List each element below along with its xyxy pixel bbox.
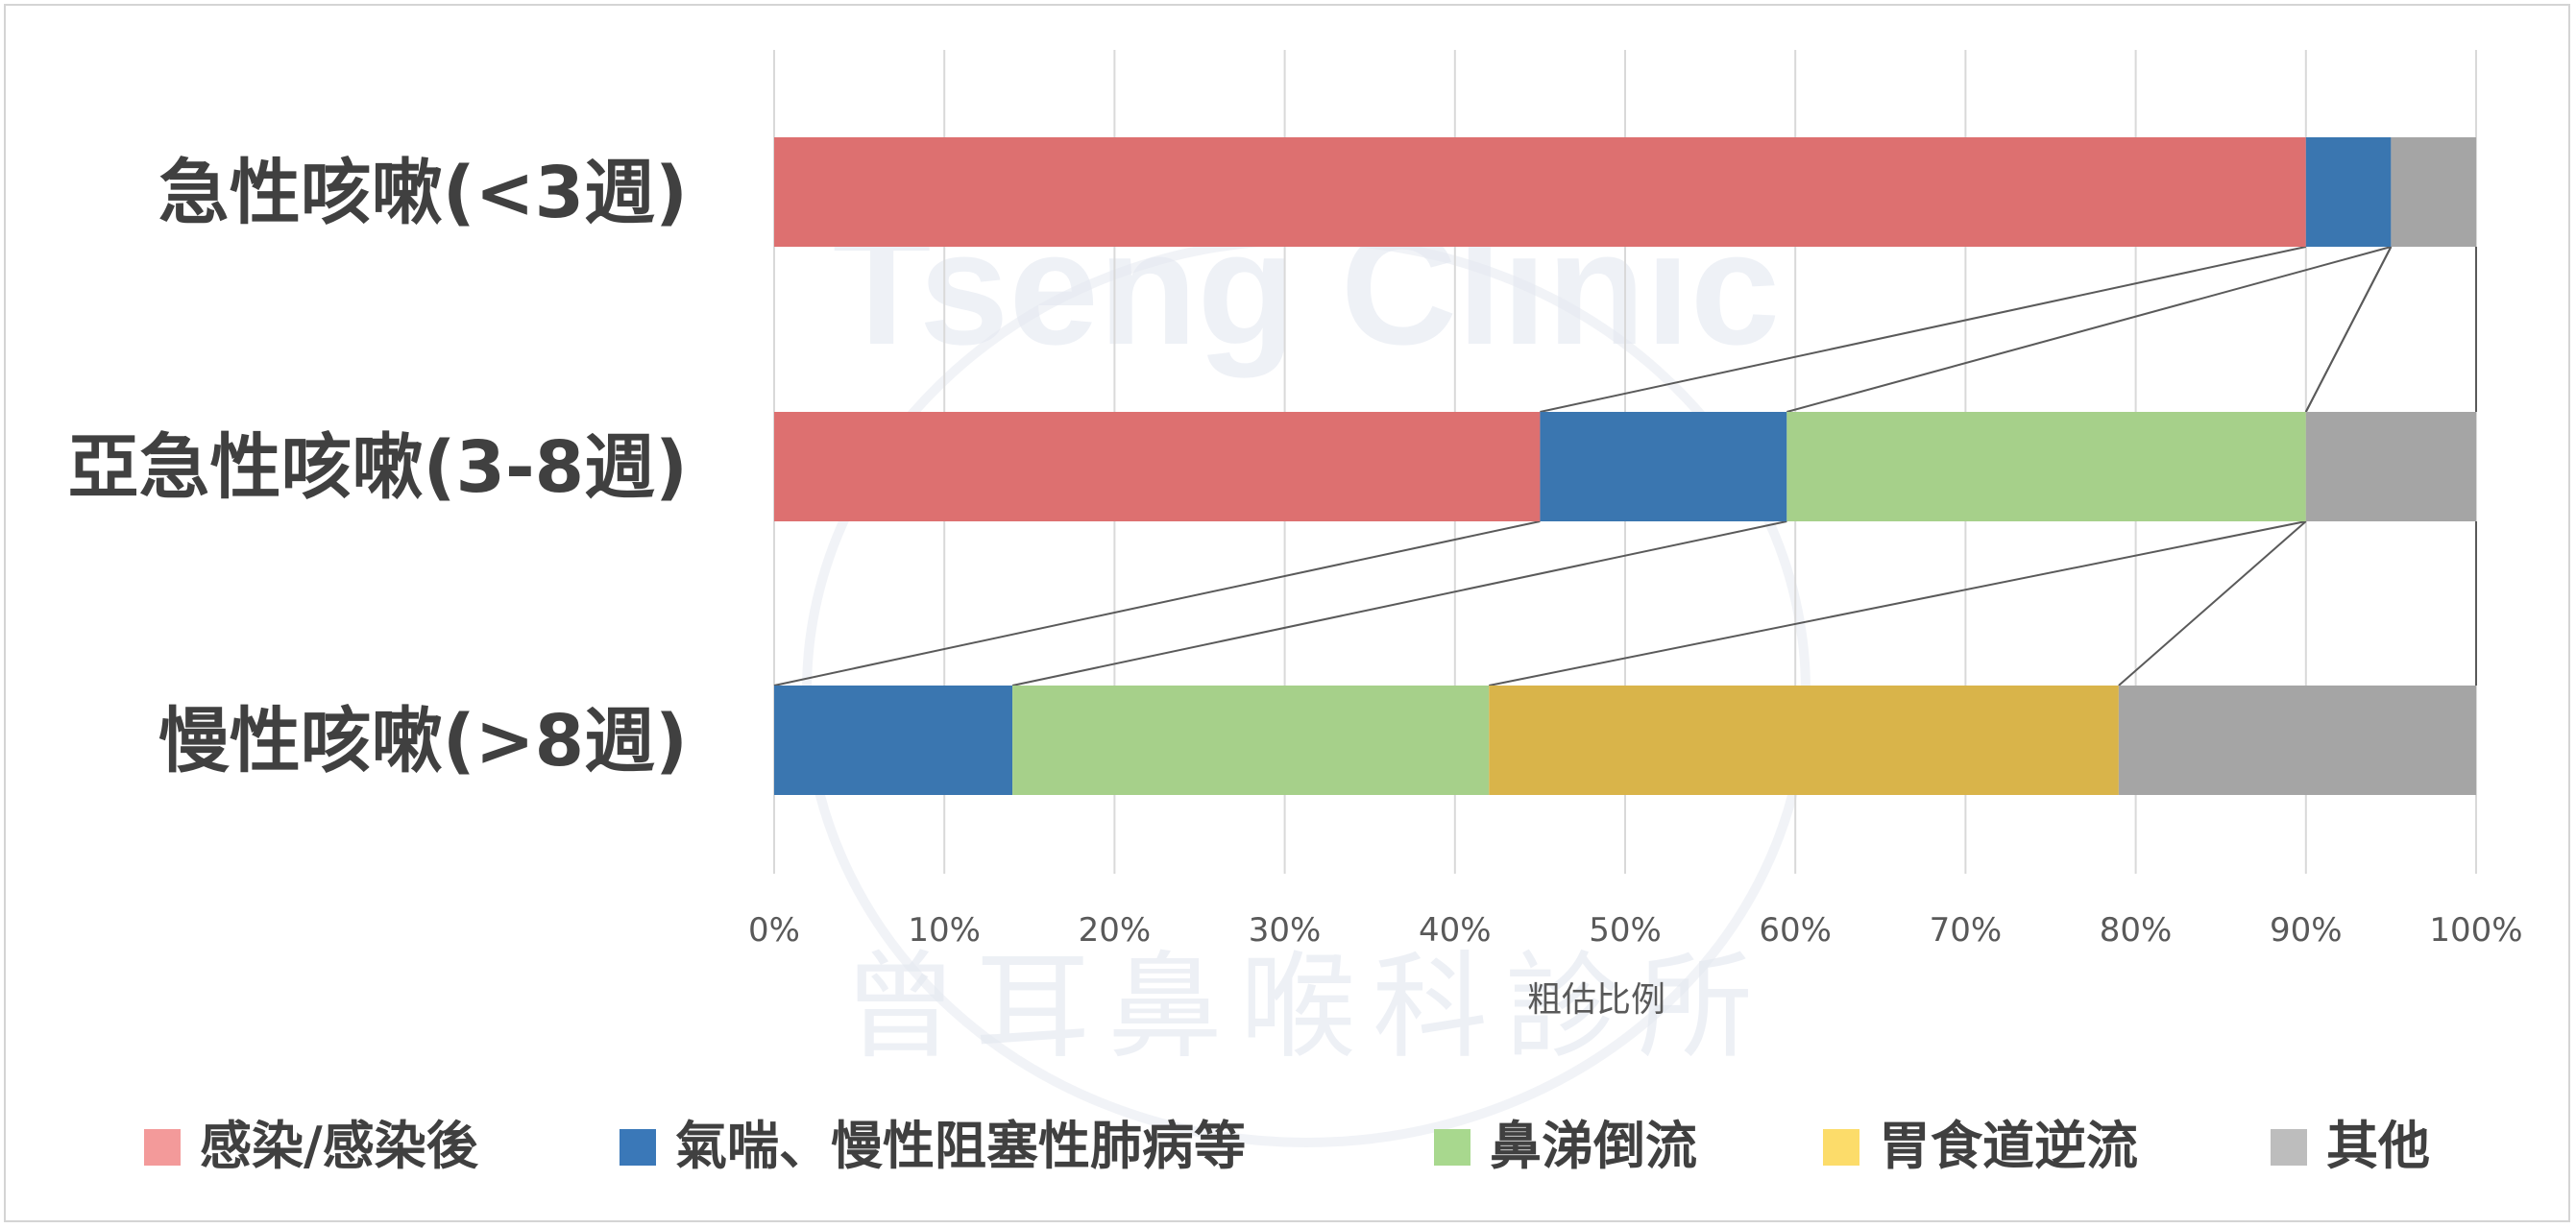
x-tick-label: 20%	[1079, 911, 1152, 950]
legend-label: 氣喘、慢性阻塞性肺病等	[675, 1116, 1246, 1176]
legend-item: 氣喘、慢性阻塞性肺病等	[620, 1116, 1246, 1176]
x-tick-label: 90%	[2270, 911, 2343, 950]
bar-segment	[2305, 412, 2476, 521]
legend-swatch	[2271, 1129, 2307, 1166]
legend-item: 鼻涕倒流	[1434, 1116, 1697, 1176]
category-label: 急性咳嗽(<3週)	[158, 152, 688, 234]
legend-swatch	[144, 1129, 181, 1166]
bar-segment	[2391, 137, 2476, 247]
x-tick-label: 60%	[1759, 911, 1832, 950]
series-line	[1540, 246, 2307, 413]
x-tick-label: 40%	[1419, 911, 1492, 950]
legend-swatch	[620, 1129, 656, 1166]
bar-segment	[2118, 686, 2476, 795]
legend-label: 其他	[2326, 1116, 2430, 1176]
category-label: 亞急性咳嗽(3-8週)	[68, 426, 688, 509]
series-line	[2118, 520, 2307, 686]
bar-segment	[774, 412, 1541, 521]
series-line	[1489, 520, 2306, 686]
legend-item: 其他	[2271, 1116, 2430, 1176]
legend-item: 感染/感染後	[144, 1116, 479, 1176]
category-label: 慢性咳嗽(>8週)	[158, 700, 688, 783]
bar-segment	[774, 686, 1013, 795]
bar-segment	[2305, 137, 2392, 247]
x-axis-label: 粗估比例	[1527, 980, 1665, 1020]
bar-segment	[1540, 412, 1787, 521]
x-tick-label: 80%	[2100, 911, 2173, 950]
bar-segment	[1489, 686, 2119, 795]
x-tick-label: 100%	[2429, 911, 2522, 950]
bar-segment	[1786, 412, 2306, 521]
bar-segment	[1012, 686, 1490, 795]
x-tick-label: 70%	[1930, 911, 2003, 950]
series-line	[1786, 246, 2392, 413]
legend-swatch	[1823, 1129, 1859, 1166]
legend-label: 胃食道逆流	[1879, 1116, 2138, 1176]
legend-item: 胃食道逆流	[1823, 1116, 2138, 1176]
x-tick-label: 0%	[748, 911, 800, 950]
bar-segment	[774, 137, 2306, 247]
series-line	[2304, 246, 2393, 413]
x-tick-label: 50%	[1589, 911, 1662, 950]
series-line	[773, 520, 1541, 686]
chart-frame	[4, 4, 2570, 1222]
x-tick-label: 30%	[1249, 911, 1322, 950]
series-line	[1011, 520, 1787, 686]
x-tick-label: 10%	[908, 911, 981, 950]
legend-label: 感染/感染後	[200, 1116, 479, 1176]
legend-swatch	[1434, 1129, 1470, 1166]
legend-label: 鼻涕倒流	[1490, 1116, 1697, 1176]
